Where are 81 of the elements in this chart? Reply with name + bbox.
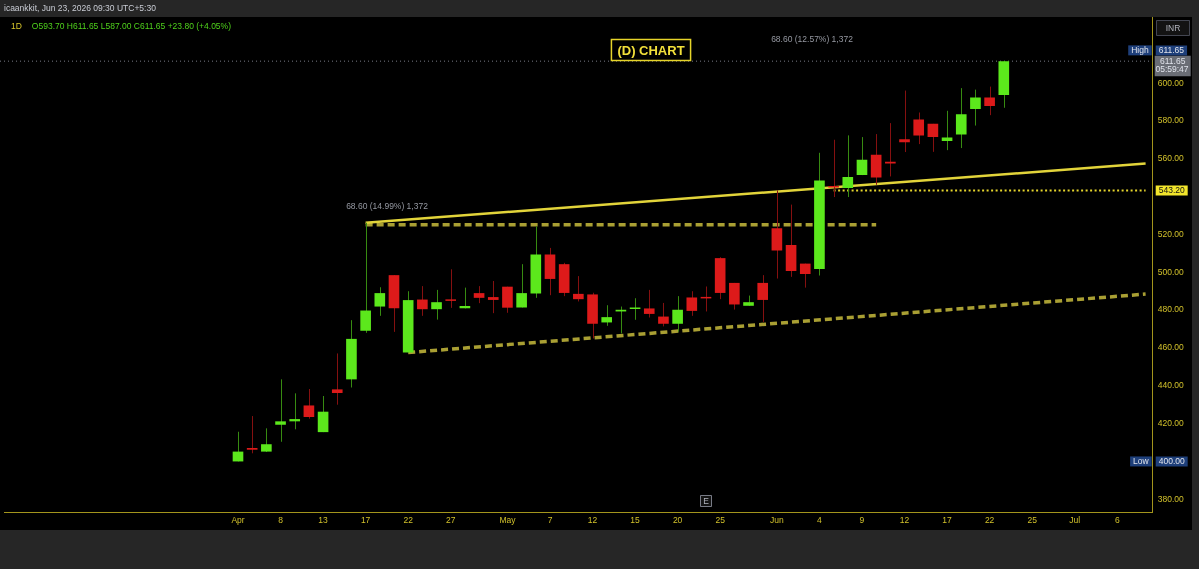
candlestick xyxy=(955,87,967,149)
candlestick xyxy=(842,134,854,198)
x-tick-label: Jun xyxy=(770,514,785,525)
text: 05:59:47 xyxy=(1155,64,1189,75)
annotation: 68.60 (12.57%) 1,372 xyxy=(771,34,854,45)
y-tick-label: 500.00 xyxy=(1157,266,1184,277)
ref-line-label: 611.65 xyxy=(1160,56,1186,66)
annotation: 400.00 xyxy=(1158,456,1185,467)
candlestick xyxy=(573,275,584,302)
candlestick xyxy=(686,290,698,317)
y-tick-label: 380.00 xyxy=(1157,493,1184,504)
candlestick xyxy=(246,415,258,454)
x-tick-label: 22 xyxy=(984,514,995,525)
candlestick xyxy=(899,90,910,153)
text: 1D O593.70 H611.65 L587.00 C611.65 +23.80 (+4.05%) xyxy=(11,21,232,32)
x-tick-label: 4 xyxy=(817,514,823,525)
x-tick-label: 7 xyxy=(547,514,553,525)
candlestick xyxy=(417,285,428,317)
candlestick xyxy=(870,133,882,186)
annotation: Low xyxy=(1133,456,1150,467)
y-tick-label: 420.00 xyxy=(1157,417,1184,428)
candlestick xyxy=(445,268,457,309)
candlestick xyxy=(729,282,740,311)
x-tick-label: 22 xyxy=(403,514,414,525)
candlestick xyxy=(601,304,613,327)
x-tick-label: Jul xyxy=(1069,514,1081,525)
annotation: High xyxy=(1131,45,1149,56)
y-tick-label: 560.00 xyxy=(1157,153,1184,164)
candlestick xyxy=(757,274,769,323)
text: icaankkit, Jun 23, 2026 09:30 UTC+5:30 xyxy=(4,3,157,14)
y-tick-label: 440.00 xyxy=(1157,380,1184,391)
candlestick xyxy=(913,112,925,145)
annotation: 543.20 xyxy=(1158,185,1185,196)
x-tick-label: 27 xyxy=(445,514,456,525)
candlestick xyxy=(487,280,499,314)
candlestick xyxy=(331,352,343,406)
annotation: 68.60 (14.99%) 1,372 xyxy=(346,201,429,212)
candlestick xyxy=(672,295,683,333)
annotation: E xyxy=(703,495,710,506)
text: INR xyxy=(1165,22,1181,33)
y-tick-label: 600.00 xyxy=(1157,77,1184,88)
candlestick xyxy=(374,286,386,317)
x-tick-label: 9 xyxy=(859,514,865,525)
y-tick-label: 480.00 xyxy=(1157,304,1184,315)
candlestick xyxy=(828,139,839,198)
x-tick-label: 13 xyxy=(318,514,329,525)
x-tick-label: 25 xyxy=(1027,514,1038,525)
y-tick-label: 520.00 xyxy=(1157,228,1184,239)
x-tick-label: 12 xyxy=(899,514,910,525)
x-tick-label: 15 xyxy=(630,514,641,525)
candlestick xyxy=(799,263,811,289)
candlestick xyxy=(658,302,669,327)
candlestick xyxy=(643,289,655,319)
candlestick xyxy=(771,189,783,280)
candlestick xyxy=(970,89,981,127)
candlestick xyxy=(360,222,371,334)
x-tick-label: May xyxy=(499,514,517,525)
candlestick xyxy=(303,388,315,420)
candlestick xyxy=(275,378,286,443)
x-tick-label: 12 xyxy=(587,514,598,525)
text: 611.65 xyxy=(1158,45,1185,56)
candlestick xyxy=(289,392,301,430)
candlestick xyxy=(261,427,272,453)
y-tick-label: 460.00 xyxy=(1157,342,1184,353)
candlestick xyxy=(431,289,442,321)
x-tick-label: 6 xyxy=(1114,514,1120,525)
x-tick-label: 20 xyxy=(672,514,683,525)
candlestick xyxy=(317,395,329,433)
x-tick-label: 25 xyxy=(715,514,726,525)
x-tick-label: 8 xyxy=(278,514,284,525)
candlestick xyxy=(516,263,527,308)
candlestick xyxy=(984,86,995,116)
candlestick xyxy=(502,286,513,314)
candlestick xyxy=(927,123,939,153)
x-tick-label: 17 xyxy=(360,514,371,525)
x-tick-label: Apr xyxy=(231,514,245,525)
candlestick xyxy=(941,110,953,151)
candlestick xyxy=(856,136,868,176)
text: (D) CHART xyxy=(617,42,685,58)
x-tick-label: 17 xyxy=(942,514,953,525)
y-tick-label: 580.00 xyxy=(1157,115,1184,126)
